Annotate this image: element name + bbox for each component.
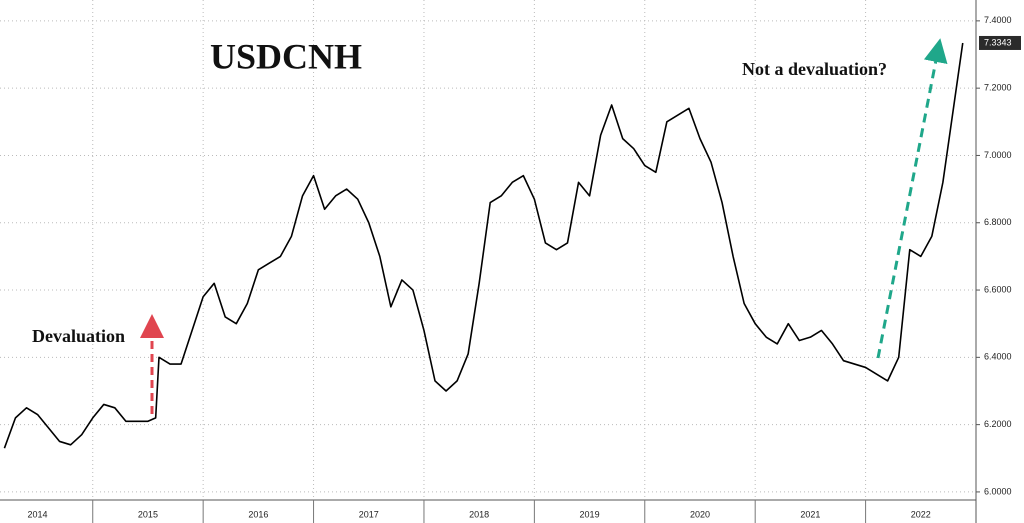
x-tick-label: 2020 bbox=[690, 509, 710, 519]
plot bbox=[3, 42, 964, 449]
x-tick-label: 2015 bbox=[138, 509, 158, 519]
x-tick-label: 2018 bbox=[469, 509, 489, 519]
y-tick-label: 7.0000 bbox=[984, 150, 1012, 160]
y-tick-label: 6.4000 bbox=[984, 352, 1012, 362]
x-tick-label: 2014 bbox=[28, 509, 48, 519]
green-arrow bbox=[876, 38, 948, 359]
price-line bbox=[3, 42, 964, 449]
x-tick-label: 2016 bbox=[248, 509, 268, 519]
y-tick-label: 6.8000 bbox=[984, 217, 1012, 227]
y-tick-label: 6.0000 bbox=[984, 486, 1012, 496]
y-tick-label: 6.2000 bbox=[984, 419, 1012, 429]
x-tick-label: 2017 bbox=[359, 509, 379, 519]
last-price-tag bbox=[979, 35, 1021, 50]
y-tick-label: 7.2000 bbox=[984, 83, 1012, 93]
x-tick-label: 2022 bbox=[911, 509, 931, 519]
annotation: Not a devaluation? bbox=[742, 59, 887, 79]
y-tick-label: 7.4000 bbox=[984, 15, 1012, 25]
chart-title: USDCNH bbox=[210, 36, 362, 76]
x-tick-label: 2021 bbox=[800, 509, 820, 519]
y-tick-label: 6.6000 bbox=[984, 284, 1012, 294]
last-price-label: 7.3343 bbox=[984, 37, 1012, 47]
x-tick-label: 2019 bbox=[580, 509, 600, 519]
annotation: Devaluation bbox=[32, 326, 125, 346]
